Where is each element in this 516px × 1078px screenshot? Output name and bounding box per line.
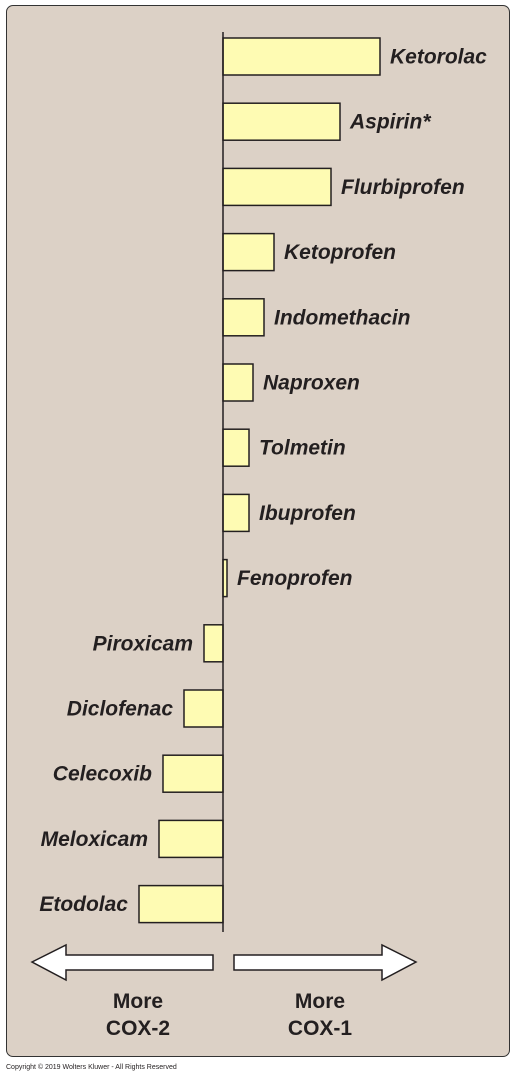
bar-label-celecoxib: Celecoxib [53,763,152,786]
bar-label-ketorolac: Ketorolac [390,46,487,69]
bar-label-flurbiprofen: Flurbiprofen [341,176,465,199]
copyright-text: Copyright © 2019 Wolters Kluwer - All Ri… [6,1064,177,1071]
bar-etodolac [138,884,224,924]
bar-label-tolmetin: Tolmetin [259,437,346,460]
bar-label-naproxen: Naproxen [263,372,360,395]
left-arrow-icon [30,943,214,982]
bar-label-fenoprofen: Fenoprofen [237,567,353,590]
left-axis-label-line1: More [113,990,163,1013]
bar-flurbiprofen [222,167,332,207]
bar-ibuprofen [222,493,250,533]
bar-label-piroxicam: Piroxicam [93,632,193,655]
bar-piroxicam [203,624,224,663]
right-axis-label-line2: COX-1 [288,1017,353,1040]
bar-tolmetin [222,428,250,467]
bar-label-ibuprofen: Ibuprofen [259,502,356,525]
bar-indomethacin [222,298,265,337]
right-axis-label-line1: More [295,990,345,1013]
labels-layer: Ketorolac Aspirin* Flurbiprofen Ketoprofen I… [39,46,487,917]
bar-naproxen [222,363,254,402]
right-arrow-icon [233,943,418,982]
bar-aspirin [222,102,341,141]
bar-label-diclofenac: Diclofenac [67,698,174,721]
bar-label-aspirin: Aspirin* [349,111,431,134]
bar-label-ketoprofen: Ketoprofen [284,241,396,264]
bar-celecoxib [162,754,224,793]
bar-ketoprofen [222,232,275,272]
bar-label-meloxicam: Meloxicam [41,828,148,851]
bars-layer [138,37,381,924]
bar-meloxicam [158,819,224,859]
bar-diclofenac [183,689,224,728]
bar-label-etodolac: Etodolac [39,893,128,916]
bar-label-indomethacin: Indomethacin [274,306,411,329]
left-axis-label-line2: COX-2 [106,1017,170,1040]
bar-ketorolac [222,37,381,76]
